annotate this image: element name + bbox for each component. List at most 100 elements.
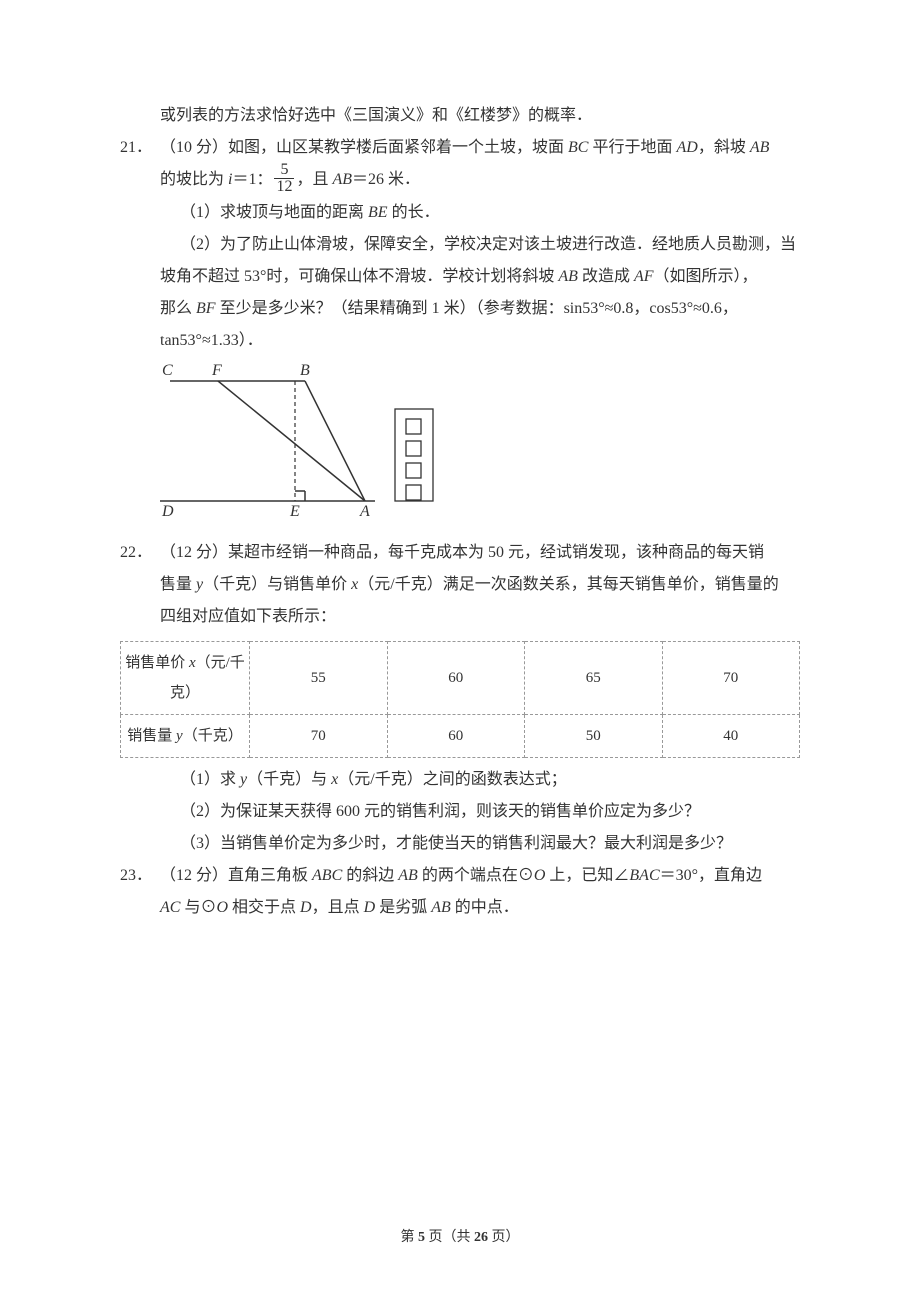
- cell-y-0: 70: [250, 715, 388, 758]
- q22-t2a: 售量: [160, 576, 196, 593]
- q21-text2a: 的坡比为: [160, 171, 228, 188]
- page: 或列表的方法求恰好选中《三国演义》和《红楼梦》的概率． 21． （10 分）如图…: [0, 0, 920, 1302]
- label-B: B: [300, 362, 310, 379]
- q22-p1b: （千克）与: [247, 771, 331, 788]
- q21-p2-l2b: 改造成: [578, 268, 634, 285]
- q22-text1: 某超市经销一种商品，每千克成本为 50 元，经试销发现，该种商品的每天销: [228, 544, 764, 561]
- line-FA: [218, 381, 365, 501]
- var-AD: AD: [677, 139, 698, 156]
- frac-den: 12: [274, 179, 294, 195]
- q22-line3: 四组对应值如下表所示：: [120, 601, 800, 633]
- q23-t1a: 直角三角板: [228, 867, 312, 884]
- q21-p2-l3b: 至少是多少米？（结果精确到 1 米）（参考数据：sin53°≈0.8，cos53…: [216, 300, 738, 317]
- var-BF: BF: [196, 300, 216, 317]
- footer-current: 5: [418, 1230, 425, 1245]
- var-D: D: [300, 899, 312, 916]
- footer-mid: 页（共: [425, 1230, 474, 1245]
- var-AB: AB: [750, 139, 770, 156]
- q21-text1a: 如图，山区某教学楼后面紧邻着一个土坡，坡面: [228, 139, 568, 156]
- footer-end: 页）: [488, 1230, 520, 1245]
- q22-t2c: （元/千克）满足一次函数关系，其每天销售单价，销售量的: [358, 576, 778, 593]
- q21-p2-l2a: 坡角不超过 53°时，可确保山体不滑坡．学校计划将斜坡: [160, 268, 558, 285]
- th-x-pre: 销售单价: [125, 655, 189, 671]
- q23-t1e: ＝30°，直角边: [660, 867, 762, 884]
- fraction-5-12: 512: [274, 162, 294, 195]
- th-yvar: y: [176, 728, 183, 744]
- q21-p2-l3a: 那么: [160, 300, 196, 317]
- q21-p1b: 的长．: [388, 204, 440, 221]
- q22-p2: （2）为保证某天获得 600 元的销售利润，则该天的销售单价应定为多少？: [120, 796, 800, 828]
- frac-num: 5: [274, 162, 294, 179]
- q22-p3: （3）当销售单价定为多少时，才能使当天的销售利润最大？最大利润是多少？: [120, 828, 800, 860]
- q23-t2c: ，且点: [312, 899, 364, 916]
- var-AF: AF: [634, 268, 654, 285]
- q21-body: （10 分）如图，山区某教学楼后面紧邻着一个土坡，坡面 BC 平行于地面 AD，…: [160, 132, 800, 164]
- cell-x-1: 60: [387, 642, 525, 715]
- q21-text2b: ＝1：: [232, 171, 272, 188]
- th-y-pre: 销售量: [127, 728, 176, 744]
- q21: 21． （10 分）如图，山区某教学楼后面紧邻着一个土坡，坡面 BC 平行于地面…: [120, 132, 800, 164]
- var-D2: D: [364, 899, 376, 916]
- q23-body: （12 分）直角三角板 ABC 的斜边 AB 的两个端点在⊙O 上，已知∠BAC…: [160, 860, 800, 892]
- q21-p2-l3: 那么 BF 至少是多少米？（结果精确到 1 米）（参考数据：sin53°≈0.8…: [120, 293, 800, 325]
- cell-y-1: 60: [387, 715, 525, 758]
- q22-p1c: （元/千克）之间的函数表达式；: [338, 771, 566, 788]
- var-O1: O: [534, 867, 546, 884]
- var-AB4: AB: [398, 867, 418, 884]
- label-C: C: [162, 362, 173, 379]
- q21-text2d: ＝26 米．: [352, 171, 420, 188]
- q23-t2a: 与⊙: [180, 899, 216, 916]
- footer-pre: 第: [401, 1230, 419, 1245]
- var-AB3: AB: [558, 268, 578, 285]
- q21-text1b: 平行于地面: [588, 139, 676, 156]
- slope-diagram-svg: C F B D E A: [160, 361, 450, 521]
- q22: 22． （12 分）某超市经销一种商品，每千克成本为 50 元，经试销发现，该种…: [120, 537, 800, 569]
- q21-text1c: ，斜坡: [698, 139, 750, 156]
- label-F: F: [211, 362, 222, 379]
- table-head-y: 销售量 y（千克）: [121, 715, 250, 758]
- table-row: 销售单价 x（元/千克） 55 60 65 70: [121, 642, 800, 715]
- cell-x-3: 70: [662, 642, 800, 715]
- q23: 23． （12 分）直角三角板 ABC 的斜边 AB 的两个端点在⊙O 上，已知…: [120, 860, 800, 892]
- var-AC: AC: [160, 899, 180, 916]
- q23-t1b: 的斜边: [342, 867, 398, 884]
- label-D: D: [161, 503, 174, 520]
- line-BA: [305, 381, 365, 501]
- q23-t2e: 的中点．: [451, 899, 519, 916]
- table-head-x: 销售单价 x（元/千克）: [121, 642, 250, 715]
- q21-p2-l2: 坡角不超过 53°时，可确保山体不滑坡．学校计划将斜坡 AB 改造成 AF（如图…: [120, 261, 800, 293]
- q22-p1a: （1）求: [180, 771, 240, 788]
- q23-number: 23．: [120, 860, 160, 892]
- label-E: E: [289, 503, 300, 520]
- q21-text2c: ，且: [296, 171, 332, 188]
- q21-p2-l2c: （如图所示），: [654, 268, 758, 285]
- q23-line2: AC 与⊙O 相交于点 D，且点 D 是劣弧 AB 的中点．: [120, 892, 800, 924]
- page-footer: 第 5 页（共 26 页）: [0, 1224, 920, 1252]
- var-BC: BC: [568, 139, 588, 156]
- var-O2: O: [216, 899, 228, 916]
- carryover-line: 或列表的方法求恰好选中《三国演义》和《红楼梦》的概率．: [120, 100, 800, 132]
- q22-line2: 售量 y（千克）与销售单价 x（元/千克）满足一次函数关系，其每天销售单价，销售…: [120, 569, 800, 601]
- th-y-post: （千克）: [183, 728, 243, 744]
- q21-number: 21．: [120, 132, 160, 164]
- var-BE: BE: [368, 204, 388, 221]
- q23-t1c: 的两个端点在⊙: [418, 867, 534, 884]
- q22-points: （12 分）: [160, 544, 228, 561]
- q23-t2d: 是劣弧: [375, 899, 431, 916]
- cell-y-2: 50: [525, 715, 663, 758]
- var-ABC: ABC: [312, 867, 342, 884]
- q21-p1: （1）求坡顶与地面的距离 BE 的长．: [120, 197, 800, 229]
- th-xvar: x: [189, 655, 196, 671]
- footer-total: 26: [474, 1230, 488, 1245]
- q22-body: （12 分）某超市经销一种商品，每千克成本为 50 元，经试销发现，该种商品的每…: [160, 537, 800, 569]
- table-row: 销售量 y（千克） 70 60 50 40: [121, 715, 800, 758]
- q21-p1a: （1）求坡顶与地面的距离: [180, 204, 368, 221]
- q21-line2: 的坡比为 i＝1：512，且 AB＝26 米．: [120, 164, 800, 197]
- q21-p2-l4: tan53°≈1.33）．: [120, 325, 800, 357]
- q22-p1: （1）求 y（千克）与 x（元/千克）之间的函数表达式；: [120, 764, 800, 796]
- q23-t2b: 相交于点: [228, 899, 300, 916]
- var-BAC: BAC: [629, 867, 659, 884]
- label-A: A: [359, 503, 370, 520]
- cell-x-2: 65: [525, 642, 663, 715]
- building-icon: [395, 409, 433, 501]
